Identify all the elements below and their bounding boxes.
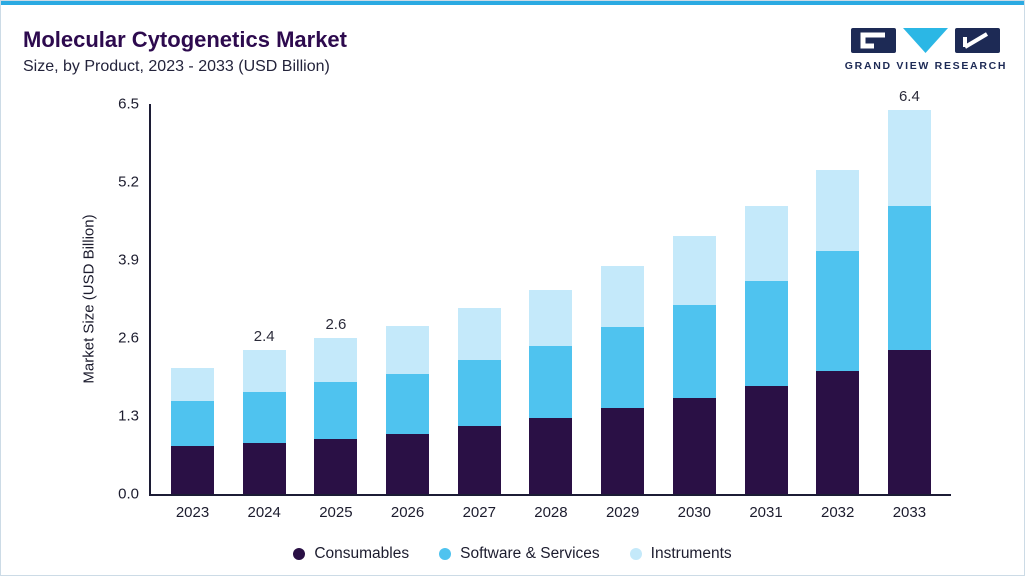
y-tick-label: 1.3 (118, 407, 139, 425)
legend-dot (439, 548, 452, 560)
bar-segment-software-services (887, 206, 931, 350)
bar-segment-instruments (744, 206, 788, 281)
bar-stack (601, 266, 645, 494)
legend-item-software-services: Software & Services (439, 545, 600, 563)
bar-segment-consumables (171, 446, 214, 494)
x-tick-label: 2029 (605, 504, 640, 521)
bar-column: 6.4 2033 (887, 88, 931, 521)
x-tick-label: 2033 (892, 504, 927, 521)
bar-segment-software-services (672, 305, 716, 398)
legend-label: Software & Services (460, 545, 600, 562)
bar-segment-instruments (672, 236, 716, 305)
bar-stack (744, 206, 788, 494)
bar-stack (672, 236, 716, 494)
page-title: Molecular Cytogenetics Market (23, 27, 347, 52)
bar-segment-instruments (816, 170, 860, 251)
bar-segment-consumables (529, 417, 573, 494)
bar-segment-consumables (744, 386, 788, 494)
y-tick-label: 0.0 (118, 485, 139, 503)
bars: 2023 2.4 2024 2.6 2025 2026 2027 2028 2029 2030 20… (151, 88, 951, 521)
bar-segment-instruments (529, 290, 573, 346)
x-tick-label: 2024 (247, 504, 281, 521)
bar-segment-software-services (171, 401, 214, 446)
legend-item-instruments: Instruments (629, 545, 732, 563)
bar-stack (816, 170, 860, 494)
y-tick-label: 5.2 (118, 173, 139, 191)
bar-segment-consumables (601, 408, 645, 494)
bar-stack (457, 308, 501, 494)
y-axis-ticks: 0.0 1.3 2.6 3.9 5.2 6.5 (93, 96, 139, 503)
bar-stack (529, 290, 573, 494)
bar-column: 2026 (386, 326, 430, 521)
legend-dot (293, 548, 306, 560)
grand-view-research-wordmark: GRAND VIEW RESEARCH (844, 60, 1008, 72)
bar-segment-software-services (601, 327, 645, 409)
legend-dot (629, 548, 642, 560)
bar-total-label: 2.4 (253, 328, 275, 345)
bar-column: 2028 (529, 290, 573, 521)
legend: Consumables Software & Services Instrument… (1, 545, 1024, 563)
bar-stack (887, 110, 931, 494)
y-tick-label: 2.6 (118, 329, 139, 347)
bar-segment-consumables (242, 443, 286, 494)
y-tick-label: 3.9 (118, 251, 139, 269)
legend-label: Instruments (650, 545, 732, 562)
bar-column: 2.6 2025 (314, 316, 358, 521)
x-tick-label: 2027 (462, 504, 496, 521)
bar-column: 2031 (744, 206, 788, 521)
grand-view-research-logo: GRAND VIEW RESEARCH (845, 27, 1005, 72)
bar-segment-instruments (171, 368, 214, 401)
bar-segment-software-services (529, 345, 573, 418)
bar-column: 2.4 2024 (242, 328, 286, 521)
x-tick-label: 2028 (534, 504, 568, 521)
bar-segment-software-services (816, 251, 860, 371)
x-tick-label: 2025 (319, 504, 353, 521)
grand-view-research-logo-icon (851, 28, 1000, 53)
bar-segment-instruments (314, 338, 358, 382)
bar-segment-instruments (386, 326, 430, 374)
x-tick-label: 2032 (821, 504, 855, 521)
bar-segment-software-services (314, 381, 358, 439)
plot-area: 2023 2.4 2024 2.6 2025 2026 2027 2028 2029 2030 20… (149, 88, 951, 521)
bar-segment-consumables (457, 426, 501, 494)
bar-segment-consumables (816, 371, 860, 494)
bar-stack (242, 350, 286, 494)
bar-total-label: 6.4 (898, 88, 920, 105)
bar-stack (386, 326, 430, 494)
bar-segment-instruments (887, 110, 931, 206)
bar-segment-consumables (887, 350, 931, 494)
bar-segment-instruments (242, 350, 286, 392)
bar-segment-consumables (672, 398, 716, 494)
bar-stack (314, 338, 358, 494)
legend-item-consumables: Consumables (293, 545, 409, 563)
x-tick-label: 2031 (749, 504, 783, 521)
bar-segment-software-services (242, 392, 286, 443)
bar-column: 2029 (601, 266, 645, 521)
bar-segment-instruments (601, 266, 645, 328)
x-tick-label: 2030 (677, 504, 711, 521)
top-accent-line (1, 1, 1024, 5)
legend-label: Consumables (314, 545, 410, 562)
bar-segment-software-services (457, 360, 501, 427)
bar-segment-instruments (457, 308, 501, 361)
x-tick-label: 2023 (175, 504, 210, 521)
bar-segment-software-services (386, 374, 430, 434)
bar-column: 2032 (816, 170, 860, 521)
bar-segment-software-services (744, 281, 788, 386)
x-tick-label: 2026 (390, 504, 425, 521)
bar-column: 2027 (457, 308, 501, 521)
bar-column: 2023 (171, 368, 214, 521)
bar-stack (171, 368, 214, 494)
page-subtitle: Size, by Product, 2023 - 2033 (USD Billi… (23, 58, 330, 75)
bar-column: 2030 (672, 236, 716, 521)
bar-segment-consumables (314, 438, 358, 494)
y-tick-label: 6.5 (118, 95, 139, 113)
bar-total-label: 2.6 (325, 316, 347, 334)
bar-segment-consumables (386, 434, 430, 494)
